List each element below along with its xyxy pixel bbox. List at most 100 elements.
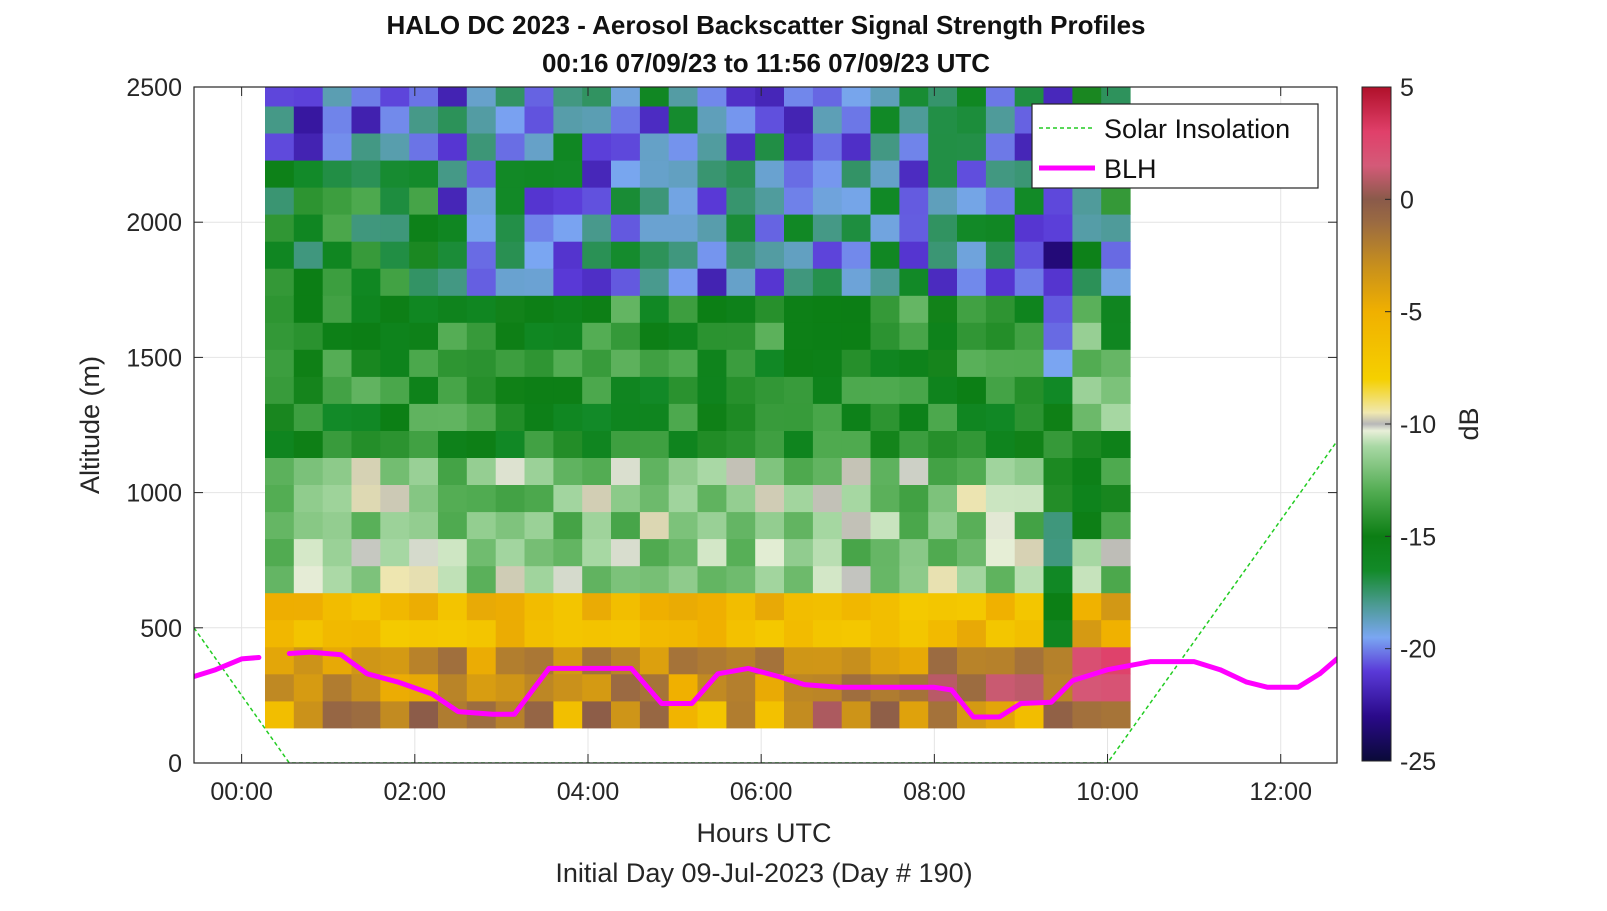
- heatmap-cell: [524, 268, 554, 296]
- heatmap-cell: [668, 105, 699, 134]
- heatmap-cell: [639, 160, 670, 188]
- heatmap-cell: [1072, 214, 1102, 242]
- heatmap-cell: [611, 295, 641, 323]
- heatmap-cell: [812, 592, 843, 621]
- heatmap-cell: [1014, 538, 1045, 567]
- heatmap-cell: [784, 511, 814, 540]
- heatmap-cell: [899, 457, 929, 485]
- heatmap-cell: [668, 511, 699, 540]
- heatmap-cell: [957, 241, 987, 269]
- heatmap-cell: [1043, 511, 1073, 540]
- heatmap-cell: [1072, 592, 1102, 621]
- heatmap-cell: [784, 160, 814, 188]
- heatmap-cell: [697, 484, 727, 513]
- heatmap-cell: [639, 511, 670, 540]
- heatmap-cell: [697, 565, 727, 594]
- heatmap-cell: [639, 268, 670, 296]
- heatmap-cell: [755, 376, 785, 404]
- heatmap-cell: [351, 619, 381, 648]
- heatmap-cell: [466, 105, 497, 134]
- legend-box: [1031, 103, 1319, 189]
- heatmap-cell: [870, 592, 900, 621]
- heatmap-cell: [322, 160, 353, 188]
- heatmap-cell: [985, 619, 1016, 648]
- colorbar: 5 0 -5 -10 -15 -20 -25 dB: [1361, 74, 1484, 776]
- heatmap-cell: [812, 646, 843, 675]
- heatmap-cell: [985, 187, 1016, 215]
- heatmap-cell: [293, 160, 324, 188]
- heatmap-cell: [495, 484, 526, 513]
- heatmap-cell: [611, 105, 641, 134]
- heatmap-cell: [928, 619, 958, 648]
- heatmap-cell: [611, 538, 641, 567]
- heatmap-cell: [1072, 511, 1102, 540]
- heatmap-cell: [870, 619, 900, 648]
- heatmap-cell: [755, 105, 785, 134]
- heatmap-cell: [812, 214, 843, 242]
- heatmap-cell: [957, 268, 987, 296]
- heatmap-cell: [495, 430, 526, 458]
- heatmap-cell: [582, 349, 612, 377]
- heatmap-cell: [812, 133, 843, 161]
- heatmap-cell: [899, 214, 929, 242]
- heatmap-cell: [1101, 322, 1131, 350]
- heatmap-cell: [784, 430, 814, 458]
- heatmap-cell: [553, 538, 583, 567]
- heatmap-cell: [1072, 322, 1102, 350]
- heatmap-cell: [380, 511, 410, 540]
- heatmap-cell: [351, 295, 381, 323]
- heatmap-cell: [928, 268, 958, 296]
- heatmap-cell: [639, 565, 670, 594]
- heatmap-cell: [322, 592, 353, 621]
- heatmap-cell: [668, 430, 699, 458]
- heatmap-cell: [265, 403, 295, 431]
- heatmap-cell: [668, 376, 699, 404]
- heatmap-cell: [265, 105, 295, 134]
- heatmap-cell: [1014, 646, 1045, 675]
- heatmap-cell: [293, 349, 324, 377]
- heatmap-cell: [755, 700, 785, 729]
- heatmap-cell: [870, 160, 900, 188]
- heatmap-cell: [1014, 349, 1045, 377]
- heatmap-cell: [957, 187, 987, 215]
- heatmap-cell: [553, 349, 583, 377]
- heatmap-cell: [985, 538, 1016, 567]
- heatmap-cell: [322, 619, 353, 648]
- heatmap-cell: [639, 484, 670, 513]
- heatmap-cell: [841, 241, 872, 269]
- heatmap-cell: [1101, 700, 1131, 729]
- heatmap-cell: [841, 295, 872, 323]
- heatmap-cell: [293, 87, 324, 107]
- heatmap-cell: [466, 241, 497, 269]
- heatmap-cell: [582, 430, 612, 458]
- heatmap-cell: [755, 349, 785, 377]
- blh-line: [194, 655, 262, 679]
- heatmap-cell: [1072, 565, 1102, 594]
- heatmap-cell: [784, 619, 814, 648]
- heatmap-cell: [784, 349, 814, 377]
- heatmap-cell: [582, 403, 612, 431]
- heatmap-cell: [293, 133, 324, 161]
- heatmap-cell: [899, 646, 929, 675]
- heatmap-cell: [553, 87, 583, 107]
- heatmap-cell: [697, 349, 727, 377]
- heatmap-cell: [1043, 484, 1073, 513]
- heatmap-cell: [928, 349, 958, 377]
- x-axis: 00:00 02:00 04:00 06:00 08:00 10:00 12:00: [210, 87, 1312, 806]
- colorbar-tick-label: -15: [1400, 523, 1436, 551]
- heatmap-cell: [265, 133, 295, 161]
- heatmap-cell: [985, 430, 1016, 458]
- heatmap-cell: [697, 403, 727, 431]
- heatmap-cell: [293, 187, 324, 215]
- heatmap-cell: [553, 700, 583, 729]
- heatmap-cell: [639, 105, 670, 134]
- heatmap-cell: [611, 322, 641, 350]
- heatmap-cell: [899, 187, 929, 215]
- blh-line: [286, 649, 1337, 720]
- heatmap-cell: [899, 268, 929, 296]
- heatmap-cell: [409, 241, 439, 269]
- heatmap-cell: [755, 403, 785, 431]
- heatmap-cell: [870, 322, 900, 350]
- heatmap-cell: [611, 592, 641, 621]
- heatmap-cell: [812, 511, 843, 540]
